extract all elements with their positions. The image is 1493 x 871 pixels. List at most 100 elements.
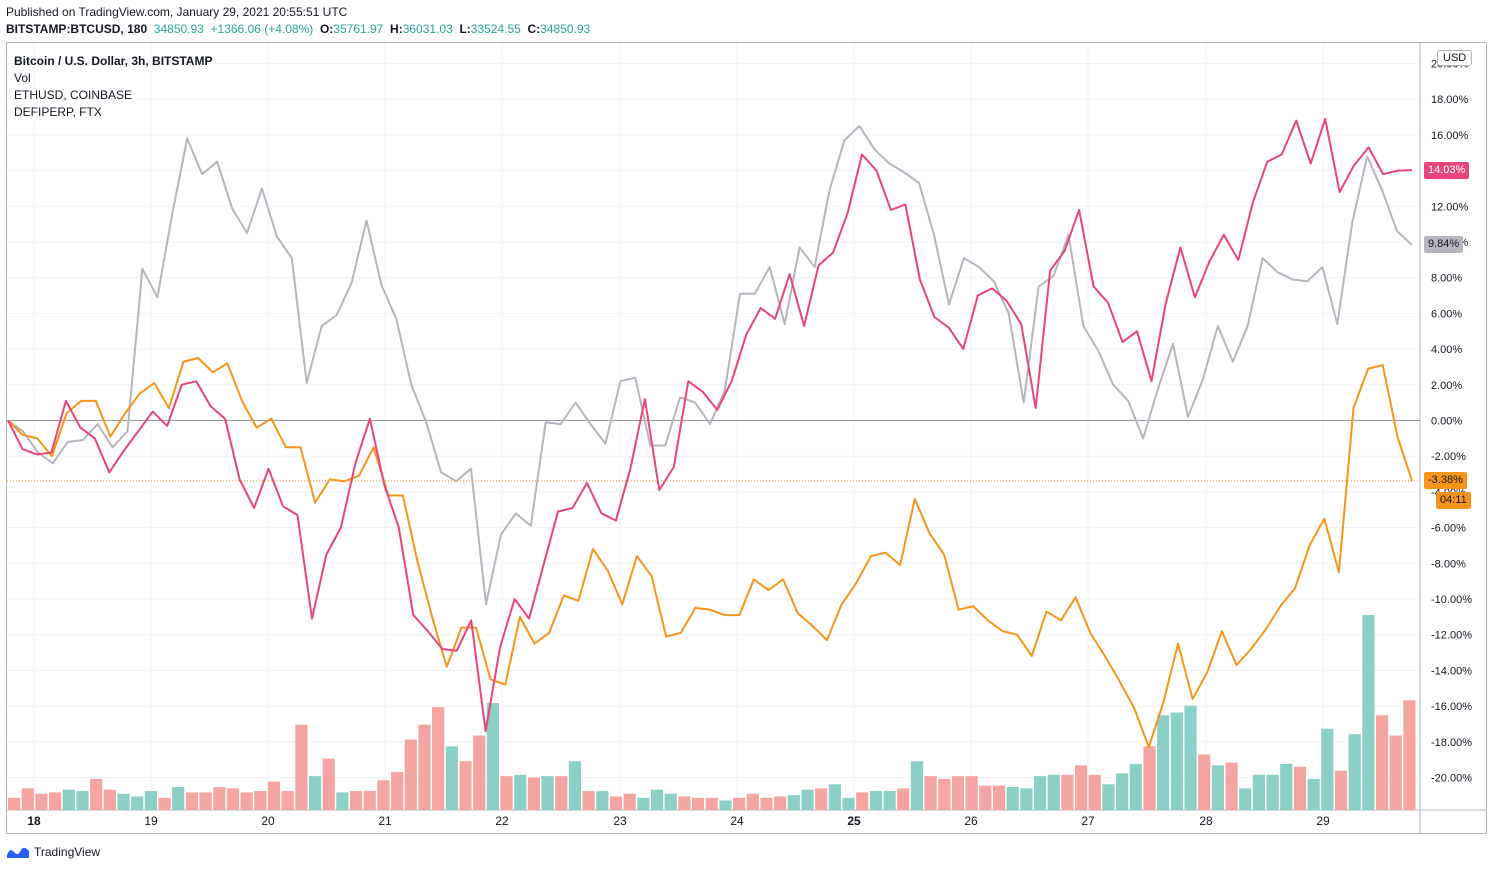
series-line-eth [7,125,1413,606]
volume-bar [158,797,171,810]
currency-badge[interactable]: USD [1437,50,1473,66]
volume-bar [733,797,746,810]
volume-bar [596,791,609,810]
y-tick-label: -12.00% [1431,630,1472,642]
volume-bar [541,776,554,810]
volume-bar [1334,770,1348,810]
y-tick-label: -6.00% [1431,523,1466,535]
volume-bar [664,793,677,810]
x-tick-label: 24 [730,814,744,828]
footer-brand-label: TradingView [34,845,101,859]
low-value: 33524.55 [470,22,521,36]
y-tick-label: 16.00% [1431,130,1469,142]
volume-bar [1293,766,1307,810]
volume-bar [1170,712,1183,810]
volume-bar [240,792,253,810]
published-info: Published on TradingView.com, January 29… [6,5,348,19]
volume-bar [363,791,376,810]
defi-price-tag: -3.38% [1424,472,1467,490]
volume-bar [705,797,718,810]
volume-bar [678,796,691,810]
y-tick-label: -16.00% [1431,701,1472,713]
volume-bar [760,797,773,810]
volume-bar [828,784,841,810]
x-tick-label: 25 [847,814,861,828]
volume-bar [992,785,1006,810]
volume-bar [377,780,390,810]
x-tick-label: 26 [964,814,978,828]
volume-bar [774,796,787,810]
y-tick-label: -20.00% [1431,773,1472,785]
volume-bar [1061,774,1074,810]
volume-bar [1239,788,1252,810]
price-change: +1366.06 (+4.08%) [210,22,314,36]
y-tick-label: -10.00% [1431,594,1472,606]
x-tick-label: 21 [378,814,392,828]
high-label: H: [390,22,403,36]
x-tick-label: 18 [27,814,41,828]
btc-price-tag: 14.03% [1424,161,1470,179]
volume-bar [391,772,404,810]
last-price: 34850.93 [153,22,204,36]
volume-bar [1198,754,1211,810]
volume-bar [801,789,814,810]
y-tick-label: 6.00% [1431,308,1462,320]
ohlc-header: BITSTAMP:BTCUSD, 180 34850.93 +1366.06 (… [6,22,590,36]
volume-bar [609,796,623,810]
volume-bar [1211,765,1224,810]
volume-bar [308,776,322,810]
volume-bar [1362,615,1375,810]
volume-bar [1403,700,1416,810]
y-tick-label: 8.00% [1431,273,1462,285]
volume-bar [965,776,978,810]
x-tick-label: 19 [144,814,158,828]
volume-bar [35,793,48,810]
legend-eth[interactable]: ETHUSD, COINBASE [14,88,133,102]
volume-bar [131,796,144,810]
x-tick-label: 29 [1316,814,1330,828]
volume-bar [1225,762,1238,810]
chart-frame [6,42,1487,834]
volume-bar [514,774,527,810]
legend-volume[interactable]: Vol [14,71,31,85]
x-tick-label: 27 [1081,814,1095,828]
symbol-label: BITSTAMP:BTCUSD, 180 [6,22,148,36]
volume-bar [910,761,924,810]
volume-bar [1075,765,1088,810]
volume-bar [1116,773,1129,810]
volume-bar [1266,774,1279,810]
series-line-defi [7,357,1413,749]
volume-bar [226,788,240,810]
volume-bar [842,797,855,810]
open-value: 35761.97 [333,22,384,36]
volume-bar [787,795,800,810]
volume-bar [322,758,335,810]
volume-bar [1389,735,1402,810]
volume-bar [1157,715,1170,810]
bar-countdown-tag: 04:11 [1436,491,1471,509]
volume-bar [281,791,294,810]
volume-bar [404,739,417,810]
y-tick-label: -18.00% [1431,737,1472,749]
legend-main-series[interactable]: Bitcoin / U.S. Dollar, 3h, BITSTAMP [14,54,213,68]
volume-bar [103,789,116,810]
volume-bar [295,724,308,810]
low-label: L: [459,22,471,36]
volume-bar [568,761,582,810]
footer-brand[interactable]: TradingView [6,845,100,859]
volume-bar [49,792,62,810]
volume-bar [897,788,910,810]
legend-defi[interactable]: DEFIPERP, FTX [14,105,102,119]
x-tick-label: 22 [495,814,509,828]
volume-bar [623,793,636,810]
volume-bar [486,703,499,810]
volume-bar [1047,774,1060,810]
volume-bar [1102,784,1115,810]
volume-bar [267,781,281,810]
close-label: C: [527,22,541,36]
volume-bar [869,791,882,810]
volume-bar [527,777,541,810]
y-tick-label: 4.00% [1431,344,1462,356]
volume-bar [213,786,226,810]
